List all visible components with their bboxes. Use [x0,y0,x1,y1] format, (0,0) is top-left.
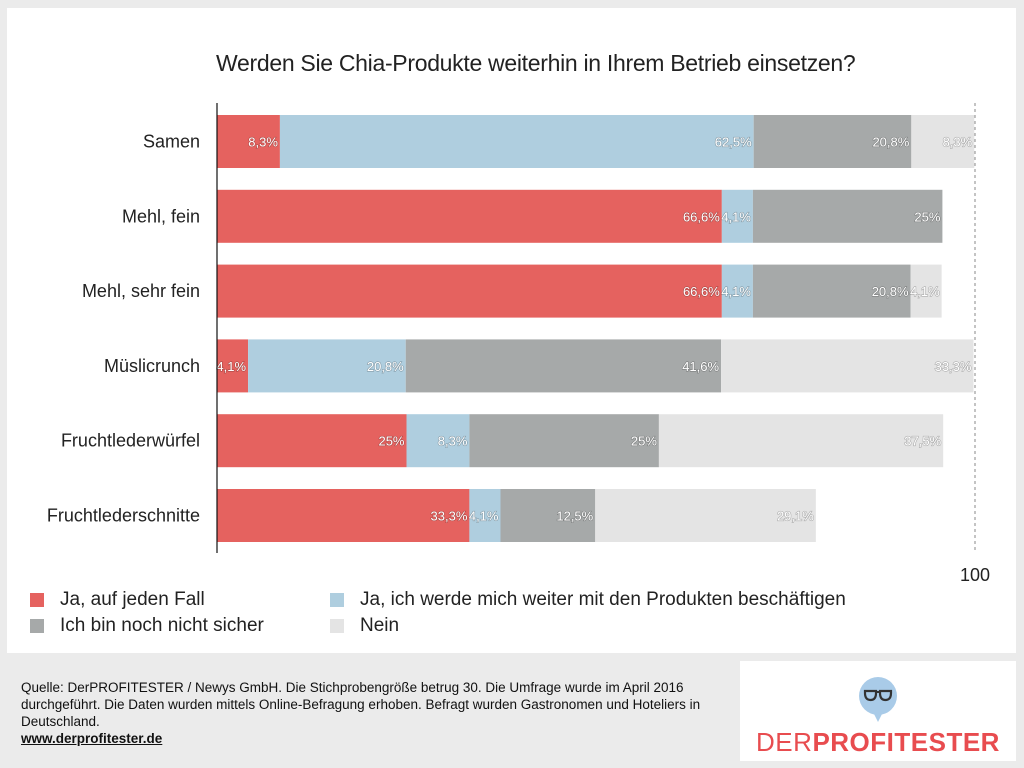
bar-segment [279,115,754,168]
stacked-bar-chart: 8,3% 62,5% 20,8% 8,3%66,6% 4,1% 25%66,6% 4,1% 2… [47,103,990,585]
legend-swatch [330,593,344,607]
value-label: 4,1% [721,209,751,224]
bar-segment [752,264,911,318]
logo-wordmark: DERPROFITESTER [740,727,1016,758]
bar-segment [753,115,912,168]
value-label: 4,1% [910,284,940,299]
value-label: 4,1% [216,359,246,374]
x-tick-label: 100 [960,565,990,585]
value-label: 62,5% [715,135,752,150]
legend-label: Ja, auf jeden Fall [60,589,205,610]
value-label: 8,3% [438,434,468,449]
website-link[interactable]: www.derprofitester.de [21,731,163,746]
logo-text-bold: PROFITESTER [812,727,1000,757]
bar-segment [469,414,659,468]
legend-label: Nein [360,615,400,636]
bar-segment [217,115,280,168]
bar-segment [217,339,249,393]
legend-swatch [30,593,44,607]
value-label: 37,5% [904,434,941,449]
bar-segment [500,489,596,542]
value-label: 66,6% [683,284,720,299]
value-label: 12,5% [556,509,593,524]
category-label: Fruchtlederschnitte [47,506,200,526]
glasses-icon [859,677,897,722]
value-label: 25% [914,209,940,224]
bar-segment [217,414,407,468]
bar-segment [469,489,501,542]
source-footer: Quelle: DerPROFITESTER / Newys GmbH. Die… [8,661,740,761]
value-label: 20,8% [872,135,909,150]
source-text: Quelle: DerPROFITESTER / Newys GmbH. Die… [21,680,701,729]
value-label: 8,3% [943,135,973,150]
value-label: 4,1% [721,284,751,299]
legend-item: Nein [330,615,399,637]
value-label: 25% [378,434,404,449]
bar-segment [910,264,942,318]
bar-segment [911,115,975,168]
bar-segment [752,189,943,243]
bar-segment [406,414,470,468]
brand-logo: DERPROFITESTER [740,661,1016,761]
bar-segment [217,189,722,243]
value-label: 4,1% [469,509,499,524]
value-label: 33,3% [935,359,972,374]
value-label: 41,6% [682,359,719,374]
value-label: 25% [631,434,657,449]
legend-item: Ja, auf jeden Fall [30,589,205,611]
legend-item: Ich bin noch nicht sicher [30,615,264,637]
bar-segment [721,339,974,393]
chart-title: Werden Sie Chia-Produkte weiterhin in Ih… [216,50,856,76]
legend-label: Ich bin noch nicht sicher [60,615,264,636]
value-labels-layer: 8,3% 62,5% 20,8% 8,3%66,6% 4,1% 25%66,6% 4,1% 2… [216,134,973,524]
bar-segment [658,414,944,468]
bar-segment [721,264,753,318]
source-note: Quelle: DerPROFITESTER / Newys GmbH. Die… [21,679,731,747]
legend-label: Ja, ich werde mich weiter mit den Produk… [360,589,846,610]
value-label: 29,1% [777,509,814,524]
category-label: Samen [143,132,200,152]
value-label: 20,8% [367,359,404,374]
logo-text-thin: DER [756,727,813,757]
legend-swatch [330,619,344,633]
value-label: 33,3% [431,509,468,524]
category-label: Fruchtlederwürfel [61,431,200,451]
value-label: 20,8% [872,284,909,299]
category-labels-layer: Samen Mehl, fein Mehl, sehr fein Müslicrunc… [47,132,200,526]
category-label: Mehl, fein [122,206,200,226]
category-label: Mehl, sehr fein [82,281,200,301]
legend-item: Ja, ich werde mich weiter mit den Produk… [330,589,846,611]
legend-swatch [30,619,44,633]
bar-segment [248,339,406,393]
bar-segment [405,339,722,393]
value-label: 66,6% [683,209,720,224]
bar-segment [217,489,470,542]
value-label: 8,3% [248,135,278,150]
bar-segment [595,489,816,542]
bars-layer [217,115,975,542]
bar-segment [721,189,753,243]
category-label: Müslicrunch [104,356,200,376]
bar-segment [217,264,722,318]
